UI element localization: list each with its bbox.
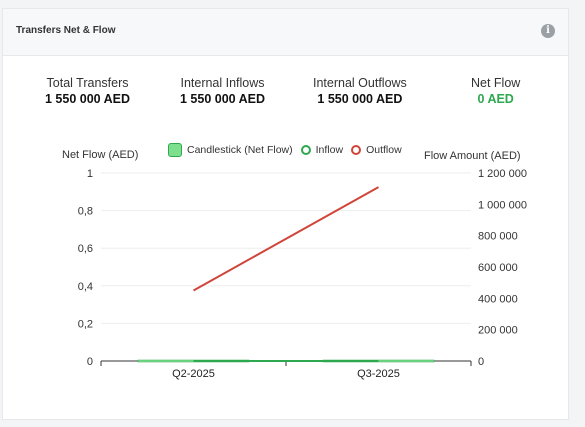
kpi-label: Internal Inflows (180, 76, 265, 90)
left-axis-title: Net Flow (AED) (62, 149, 139, 161)
x-axis-tick-label: Q3-2025 (357, 368, 400, 380)
card-title: Transfers Net & Flow (16, 25, 116, 36)
card-header: Transfers Net & Flow i (3, 9, 568, 56)
right-axis-tick-label: 1 000 000 (478, 199, 527, 211)
legend-label: Inflow (315, 144, 344, 156)
legend-item-outflow[interactable]: Outflow (351, 144, 402, 156)
candlestick-legend-icon (168, 143, 182, 157)
kpi-value: 0 AED (477, 92, 514, 106)
left-axis-tick-label: 0,4 (78, 281, 93, 293)
outflow-legend-icon (351, 145, 362, 155)
legend-label: Candlestick (Net Flow) (187, 144, 293, 156)
x-axis-tick-label: Q2-2025 (172, 368, 215, 380)
right-axis-tick-label: 400 000 (478, 293, 518, 305)
left-axis-tick-label: 0 (87, 356, 93, 368)
legend-label: Outflow (366, 144, 402, 156)
legend-item-candlestick[interactable]: Candlestick (Net Flow) (168, 143, 293, 157)
outflow-line-segment (193, 186, 379, 292)
legend-item-inflow[interactable]: Inflow (300, 144, 344, 156)
kpi-internal-inflows: Internal Inflows 1 550 000 AED (180, 76, 265, 106)
transfers-card: Transfers Net & Flow i (2, 8, 569, 420)
kpi-value: 1 550 000 AED (317, 92, 403, 106)
kpi-label: Total Transfers (46, 76, 129, 90)
right-axis-tick-label: 0 (478, 356, 484, 368)
kpi-net-flow: Net Flow 0 AED (471, 76, 520, 106)
left-axis-tick-label: 0,6 (78, 243, 93, 255)
left-axis-tick-label: 0,8 (78, 206, 93, 218)
chart-legend: Candlestick (Net Flow) Inflow Outflow (168, 143, 410, 157)
right-axis-tick-label: 600 000 (478, 262, 518, 274)
kpi-label: Net Flow (471, 76, 521, 90)
left-axis-tick-label: 0,2 (78, 318, 93, 330)
info-icon[interactable]: i (541, 24, 555, 38)
right-axis-title: Flow Amount (AED) (424, 150, 521, 162)
right-axis-tick-label: 200 000 (478, 325, 518, 337)
kpi-value: 1 550 000 AED (45, 92, 131, 106)
kpi-value: 1 550 000 AED (180, 92, 266, 106)
kpi-label: Internal Outflows (313, 76, 407, 90)
left-axis-tick-label: 1 (87, 168, 93, 180)
kpi-total-transfers: Total Transfers 1 550 000 AED (45, 76, 130, 106)
right-axis-tick-label: 1 200 000 (478, 168, 527, 180)
right-axis-tick-label: 800 000 (478, 231, 518, 243)
inflow-legend-icon (300, 145, 311, 155)
kpi-internal-outflows: Internal Outflows 1 550 000 AED (313, 76, 407, 106)
